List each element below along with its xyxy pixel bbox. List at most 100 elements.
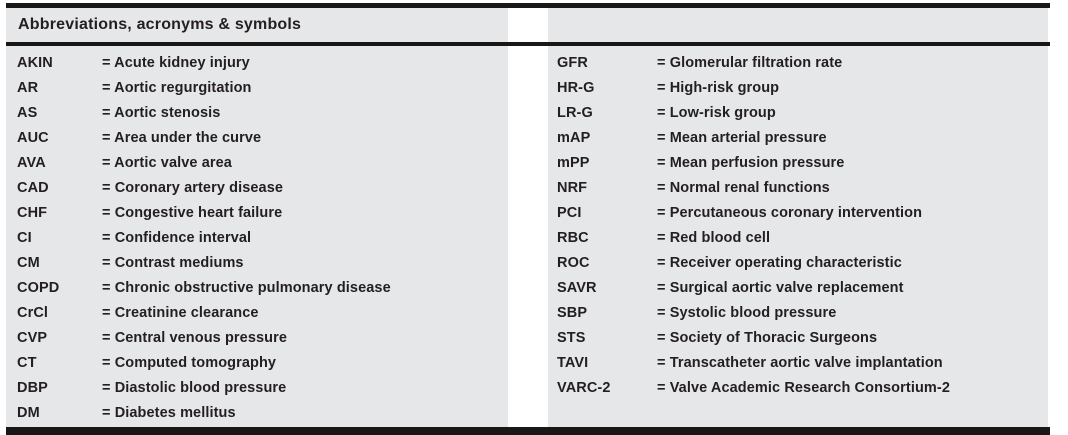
abbreviation-row: STS = Society of Thoracic Surgeons xyxy=(548,325,1048,350)
definition: = Mean perfusion pressure xyxy=(657,154,845,171)
abbreviation-row: HR-G = High-risk group xyxy=(548,75,1048,100)
abbreviation: CM xyxy=(17,254,40,271)
column-gap xyxy=(508,46,548,427)
abbreviation: mPP xyxy=(557,154,590,171)
abbreviation-row: CVP = Central venous pressure xyxy=(6,325,508,350)
definition: = Aortic stenosis xyxy=(102,104,221,121)
table-header-panel-right xyxy=(548,8,1048,42)
definition: = Acute kidney injury xyxy=(102,54,250,71)
definition: = Red blood cell xyxy=(657,229,771,246)
abbreviation: COPD xyxy=(17,279,60,296)
abbreviation: DBP xyxy=(17,379,48,396)
definition: = Area under the curve xyxy=(102,129,262,146)
abbreviation: STS xyxy=(557,329,586,346)
abbreviation: CI xyxy=(17,229,32,246)
definition: = Percutaneous coronary intervention xyxy=(657,204,923,221)
definition: = Surgical aortic valve replacement xyxy=(657,279,904,296)
definition: = Society of Thoracic Surgeons xyxy=(657,329,878,346)
abbreviation-row: VARC-2 = Valve Academic Research Consorti… xyxy=(548,375,1048,400)
table-header-panel: Abbreviations, acronyms & symbols xyxy=(6,8,508,42)
header-band: Abbreviations, acronyms & symbols xyxy=(6,8,1048,42)
abbreviation: AR xyxy=(17,79,39,96)
definition: = Contrast mediums xyxy=(102,254,244,271)
top-rule xyxy=(6,3,1050,8)
abbreviation-row: AR = Aortic regurgitation xyxy=(6,75,508,100)
definition: = High-risk group xyxy=(657,79,780,96)
table-title: Abbreviations, acronyms & symbols xyxy=(18,16,302,33)
abbreviation: DM xyxy=(17,404,40,421)
abbreviation: LR-G xyxy=(557,104,593,121)
abbreviation-row: CT = Computed tomography xyxy=(6,350,508,375)
abbreviation-row: ROC = Receiver operating characteristic xyxy=(548,250,1048,275)
abbreviation-row: CHF = Congestive heart failure xyxy=(6,200,508,225)
abbreviation-row: CI = Confidence interval xyxy=(6,225,508,250)
abbreviation: AVA xyxy=(17,154,46,171)
abbreviation-row: AVA = Aortic valve area xyxy=(6,150,508,175)
definition: = Aortic valve area xyxy=(102,154,232,171)
abbreviation: RBC xyxy=(557,229,589,246)
definition: = Diabetes mellitus xyxy=(102,404,236,421)
abbreviation-row: DM = Diabetes mellitus xyxy=(6,400,508,425)
definition: = Confidence interval xyxy=(102,229,252,246)
abbreviation-row: TAVI = Transcatheter aortic valve implant… xyxy=(548,350,1048,375)
definition: = Transcatheter aortic valve implantatio… xyxy=(657,354,943,371)
definition: = Congestive heart failure xyxy=(102,204,283,221)
definition: = Coronary artery disease xyxy=(102,179,284,196)
abbreviation: CHF xyxy=(17,204,48,221)
definition: = Glomerular filtration rate xyxy=(657,54,843,71)
definition: = Computed tomography xyxy=(102,354,277,371)
definition: = Diastolic blood pressure xyxy=(102,379,287,396)
abbreviation: SBP xyxy=(557,304,588,321)
abbreviation-row: mPP = Mean perfusion pressure xyxy=(548,150,1048,175)
abbreviation: mAP xyxy=(557,129,591,146)
abbreviation: SAVR xyxy=(557,279,597,296)
header-divider-rule xyxy=(6,42,1050,46)
abbreviation: NRF xyxy=(557,179,588,196)
definition: = Chronic obstructive pulmonary disease xyxy=(102,279,391,296)
column-gap xyxy=(508,8,548,42)
abbreviation-row: SBP = Systolic blood pressure xyxy=(548,300,1048,325)
definition: = Central venous pressure xyxy=(102,329,288,346)
abbreviation-row: COPD = Chronic obstructive pulmonary dise… xyxy=(6,275,508,300)
definition: = Normal renal functions xyxy=(657,179,830,196)
abbreviation-row: SAVR = Surgical aortic valve replacement xyxy=(548,275,1048,300)
abbreviation-row: CM = Contrast mediums xyxy=(6,250,508,275)
abbreviation: ROC xyxy=(557,254,590,271)
table-body: AKIN = Acute kidney injury AR = Aortic regu… xyxy=(6,46,1048,427)
abbreviation-row: NRF = Normal renal functions xyxy=(548,175,1048,200)
abbreviation-row: AKIN = Acute kidney injury xyxy=(6,50,508,75)
abbreviation: HR-G xyxy=(557,79,595,96)
definition: = Valve Academic Research Consortium-2 xyxy=(657,379,950,396)
abbreviation-column-right: GFR = Glomerular filtration rate HR-G = Hig… xyxy=(548,46,1048,427)
abbreviation-row: LR-G = Low-risk group xyxy=(548,100,1048,125)
abbreviation: CrCl xyxy=(17,304,49,321)
abbreviation-row: DBP = Diastolic blood pressure xyxy=(6,375,508,400)
definition: = Creatinine clearance xyxy=(102,304,259,321)
definition: = Aortic regurgitation xyxy=(102,79,252,96)
abbreviation-row: CrCl = Creatinine clearance xyxy=(6,300,508,325)
abbreviation-row: GFR = Glomerular filtration rate xyxy=(548,50,1048,75)
abbreviation-column-left: AKIN = Acute kidney injury AR = Aortic regu… xyxy=(6,46,508,427)
abbreviation: CT xyxy=(17,354,37,371)
abbreviation: GFR xyxy=(557,54,588,71)
abbreviation-row: AUC = Area under the curve xyxy=(6,125,508,150)
abbreviation-row: CAD = Coronary artery disease xyxy=(6,175,508,200)
abbreviation-row: AS = Aortic stenosis xyxy=(6,100,508,125)
definition: = Receiver operating characteristic xyxy=(657,254,902,271)
definition: = Low-risk group xyxy=(657,104,776,121)
abbreviation: AUC xyxy=(17,129,49,146)
abbreviation-row: PCI = Percutaneous coronary intervention xyxy=(548,200,1048,225)
abbreviation: CAD xyxy=(17,179,49,196)
bottom-rule xyxy=(6,427,1050,435)
definition: = Systolic blood pressure xyxy=(657,304,837,321)
abbreviation-row: mAP = Mean arterial pressure xyxy=(548,125,1048,150)
definition: = Mean arterial pressure xyxy=(657,129,827,146)
abbreviation: CVP xyxy=(17,329,48,346)
abbreviation-row: RBC = Red blood cell xyxy=(548,225,1048,250)
abbreviation: AKIN xyxy=(17,54,53,71)
abbreviation: AS xyxy=(17,104,38,121)
abbreviation: TAVI xyxy=(557,354,589,371)
abbreviation: VARC-2 xyxy=(557,379,611,396)
abbreviation: PCI xyxy=(557,204,582,221)
